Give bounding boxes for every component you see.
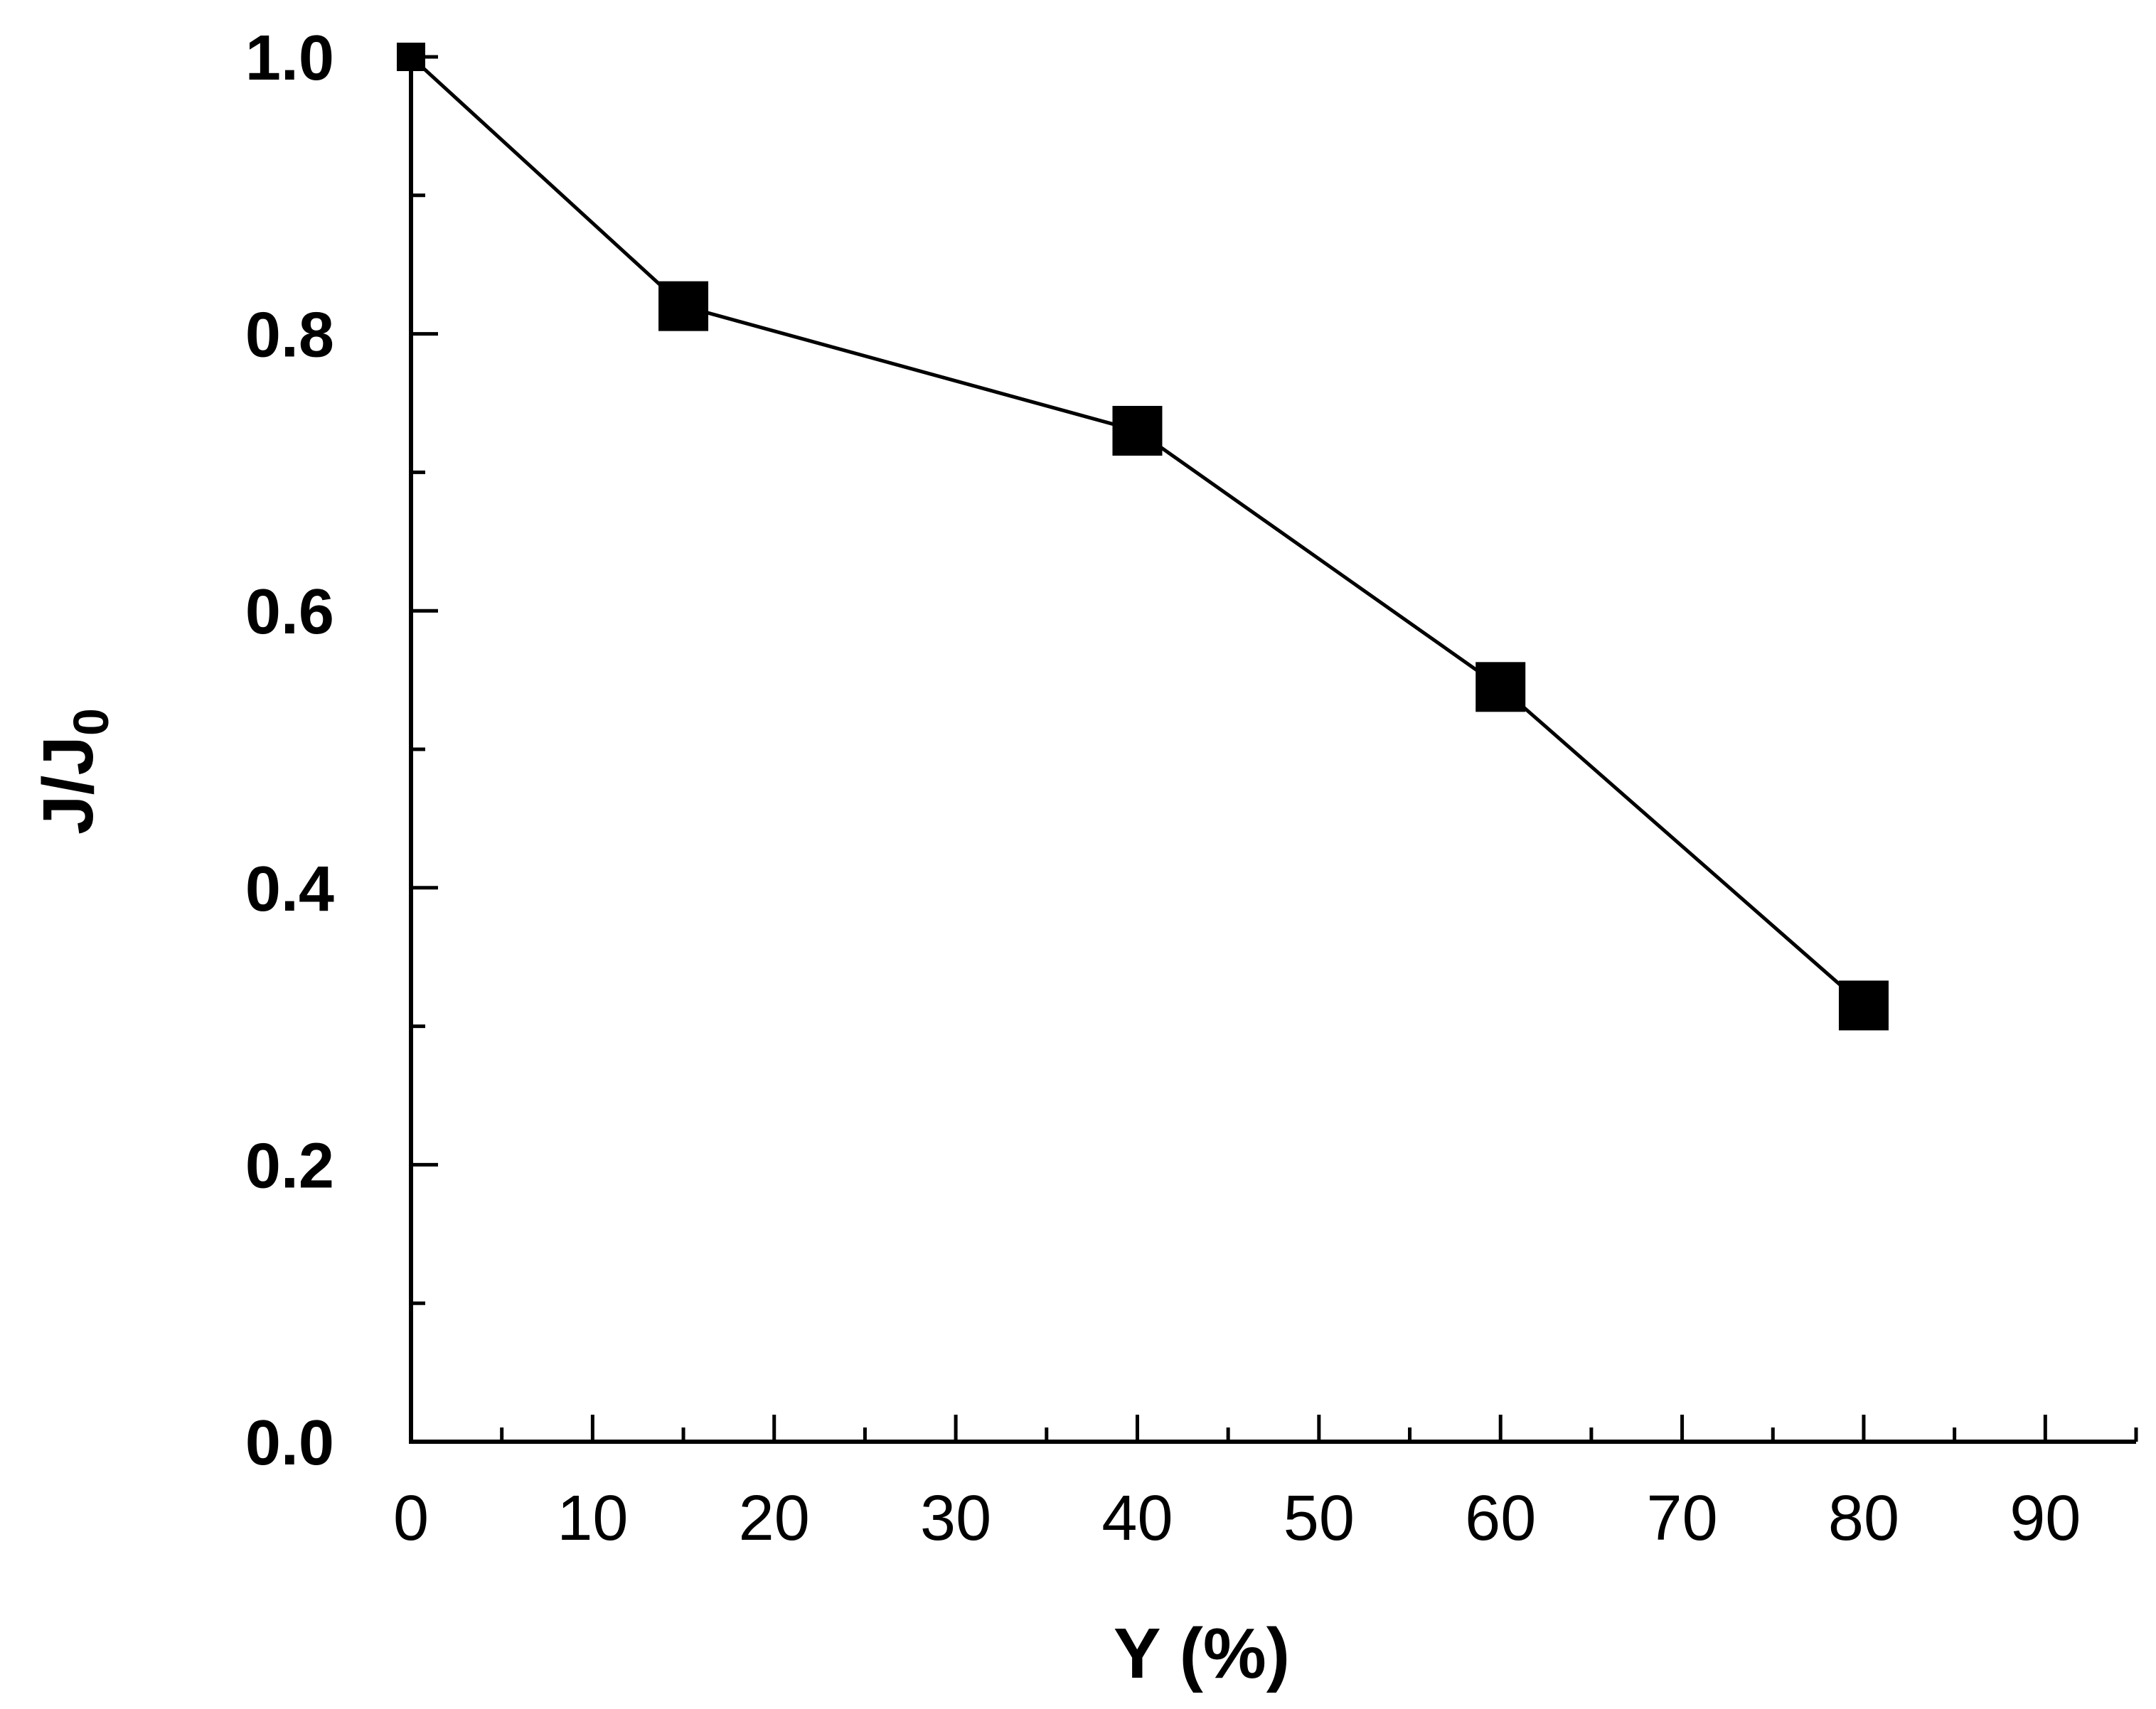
series-line (410, 55, 1865, 1007)
data-point-marker (397, 43, 425, 71)
x-axis-title: Y (%) (1114, 1614, 1290, 1693)
x-tick-label: 50 (1284, 1483, 1355, 1554)
data-point-marker (1112, 405, 1163, 456)
x-tick-label: 0 (393, 1483, 429, 1554)
y-axis-title: J/J0 (28, 708, 119, 835)
y-tick-label: 0.4 (245, 854, 334, 925)
x-ticks: 0 10 20 30 40 50 60 70 80 90 (393, 1415, 2138, 1554)
y-axis-title-subscript: 0 (63, 708, 119, 736)
x-tick-label: 40 (1101, 1483, 1173, 1554)
data-point-marker (658, 281, 709, 331)
y-tick-label: 0.8 (245, 300, 334, 371)
y-tick-label: 0.0 (245, 1408, 334, 1479)
x-tick-label: 20 (739, 1483, 810, 1554)
x-tick-label: 90 (2010, 1483, 2081, 1554)
axes (409, 51, 2136, 1444)
data-point-marker (1475, 662, 1526, 712)
x-tick-label: 80 (1828, 1483, 1899, 1554)
x-tick-label: 30 (920, 1483, 991, 1554)
x-tick-label: 60 (1465, 1483, 1536, 1554)
data-point-marker (1838, 980, 1889, 1031)
x-tick-label: 10 (557, 1483, 628, 1554)
series-layer (397, 43, 1889, 1031)
y-tick-label: 1.0 (245, 23, 334, 94)
y-ticks: 0.0 0.2 0.4 0.6 0.8 1.0 (245, 23, 438, 1479)
y-tick-label: 0.2 (245, 1130, 334, 1201)
x-tick-label: 70 (1647, 1483, 1718, 1554)
y-axis-title-main: J/J (28, 736, 108, 835)
y-tick-label: 0.6 (245, 577, 334, 648)
